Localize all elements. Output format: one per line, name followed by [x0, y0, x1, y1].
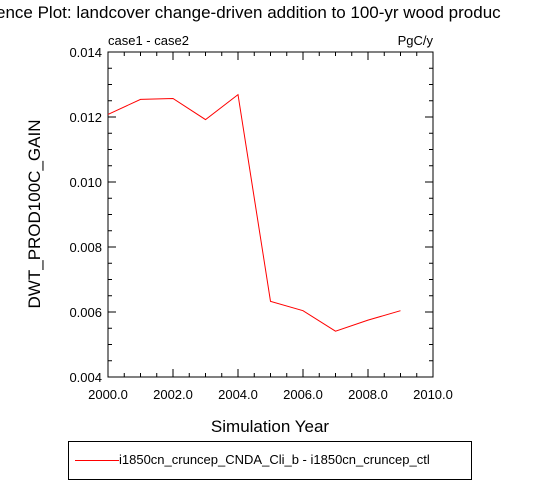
x-tick-label: 2006.0 — [283, 387, 323, 402]
chart-title: ence Plot: landcover change-driven addit… — [0, 3, 501, 22]
y-axis-label: DWT_PROD100C_GAIN — [25, 120, 44, 309]
subtitle-left: case1 - case2 — [108, 33, 189, 48]
x-tick-label: 2010.0 — [413, 387, 453, 402]
plot-frame — [107, 51, 434, 378]
x-tick-label: 2000.0 — [88, 387, 128, 402]
y-tick-label: 0.008 — [69, 240, 102, 255]
legend-label: i1850cn_cruncep_CNDA_Cli_b - i1850cn_cru… — [119, 452, 430, 467]
y-tick-label: 0.012 — [69, 110, 102, 125]
x-tick-label: 2002.0 — [153, 387, 193, 402]
x-tick-label: 2004.0 — [218, 387, 258, 402]
x-axis-label: Simulation Year — [211, 417, 329, 436]
axis-ticks — [107, 51, 434, 378]
y-tick-label: 0.010 — [69, 175, 102, 190]
x-tick-label: 2008.0 — [348, 387, 388, 402]
y-tick-label: 0.004 — [69, 370, 102, 385]
subtitle-right: PgC/y — [398, 33, 434, 48]
legend-swatch — [75, 460, 119, 461]
series-line — [107, 93, 401, 332]
tick-labels: 2000.0 2002.0 2004.0 2006.0 2008.0 2010.0 0.00… — [69, 45, 452, 402]
y-tick-label: 0.006 — [69, 305, 102, 320]
legend: i1850cn_cruncep_CNDA_Cli_b - i1850cn_cru… — [68, 441, 472, 480]
y-tick-label: 0.014 — [69, 45, 102, 60]
series-lines — [107, 93, 401, 332]
